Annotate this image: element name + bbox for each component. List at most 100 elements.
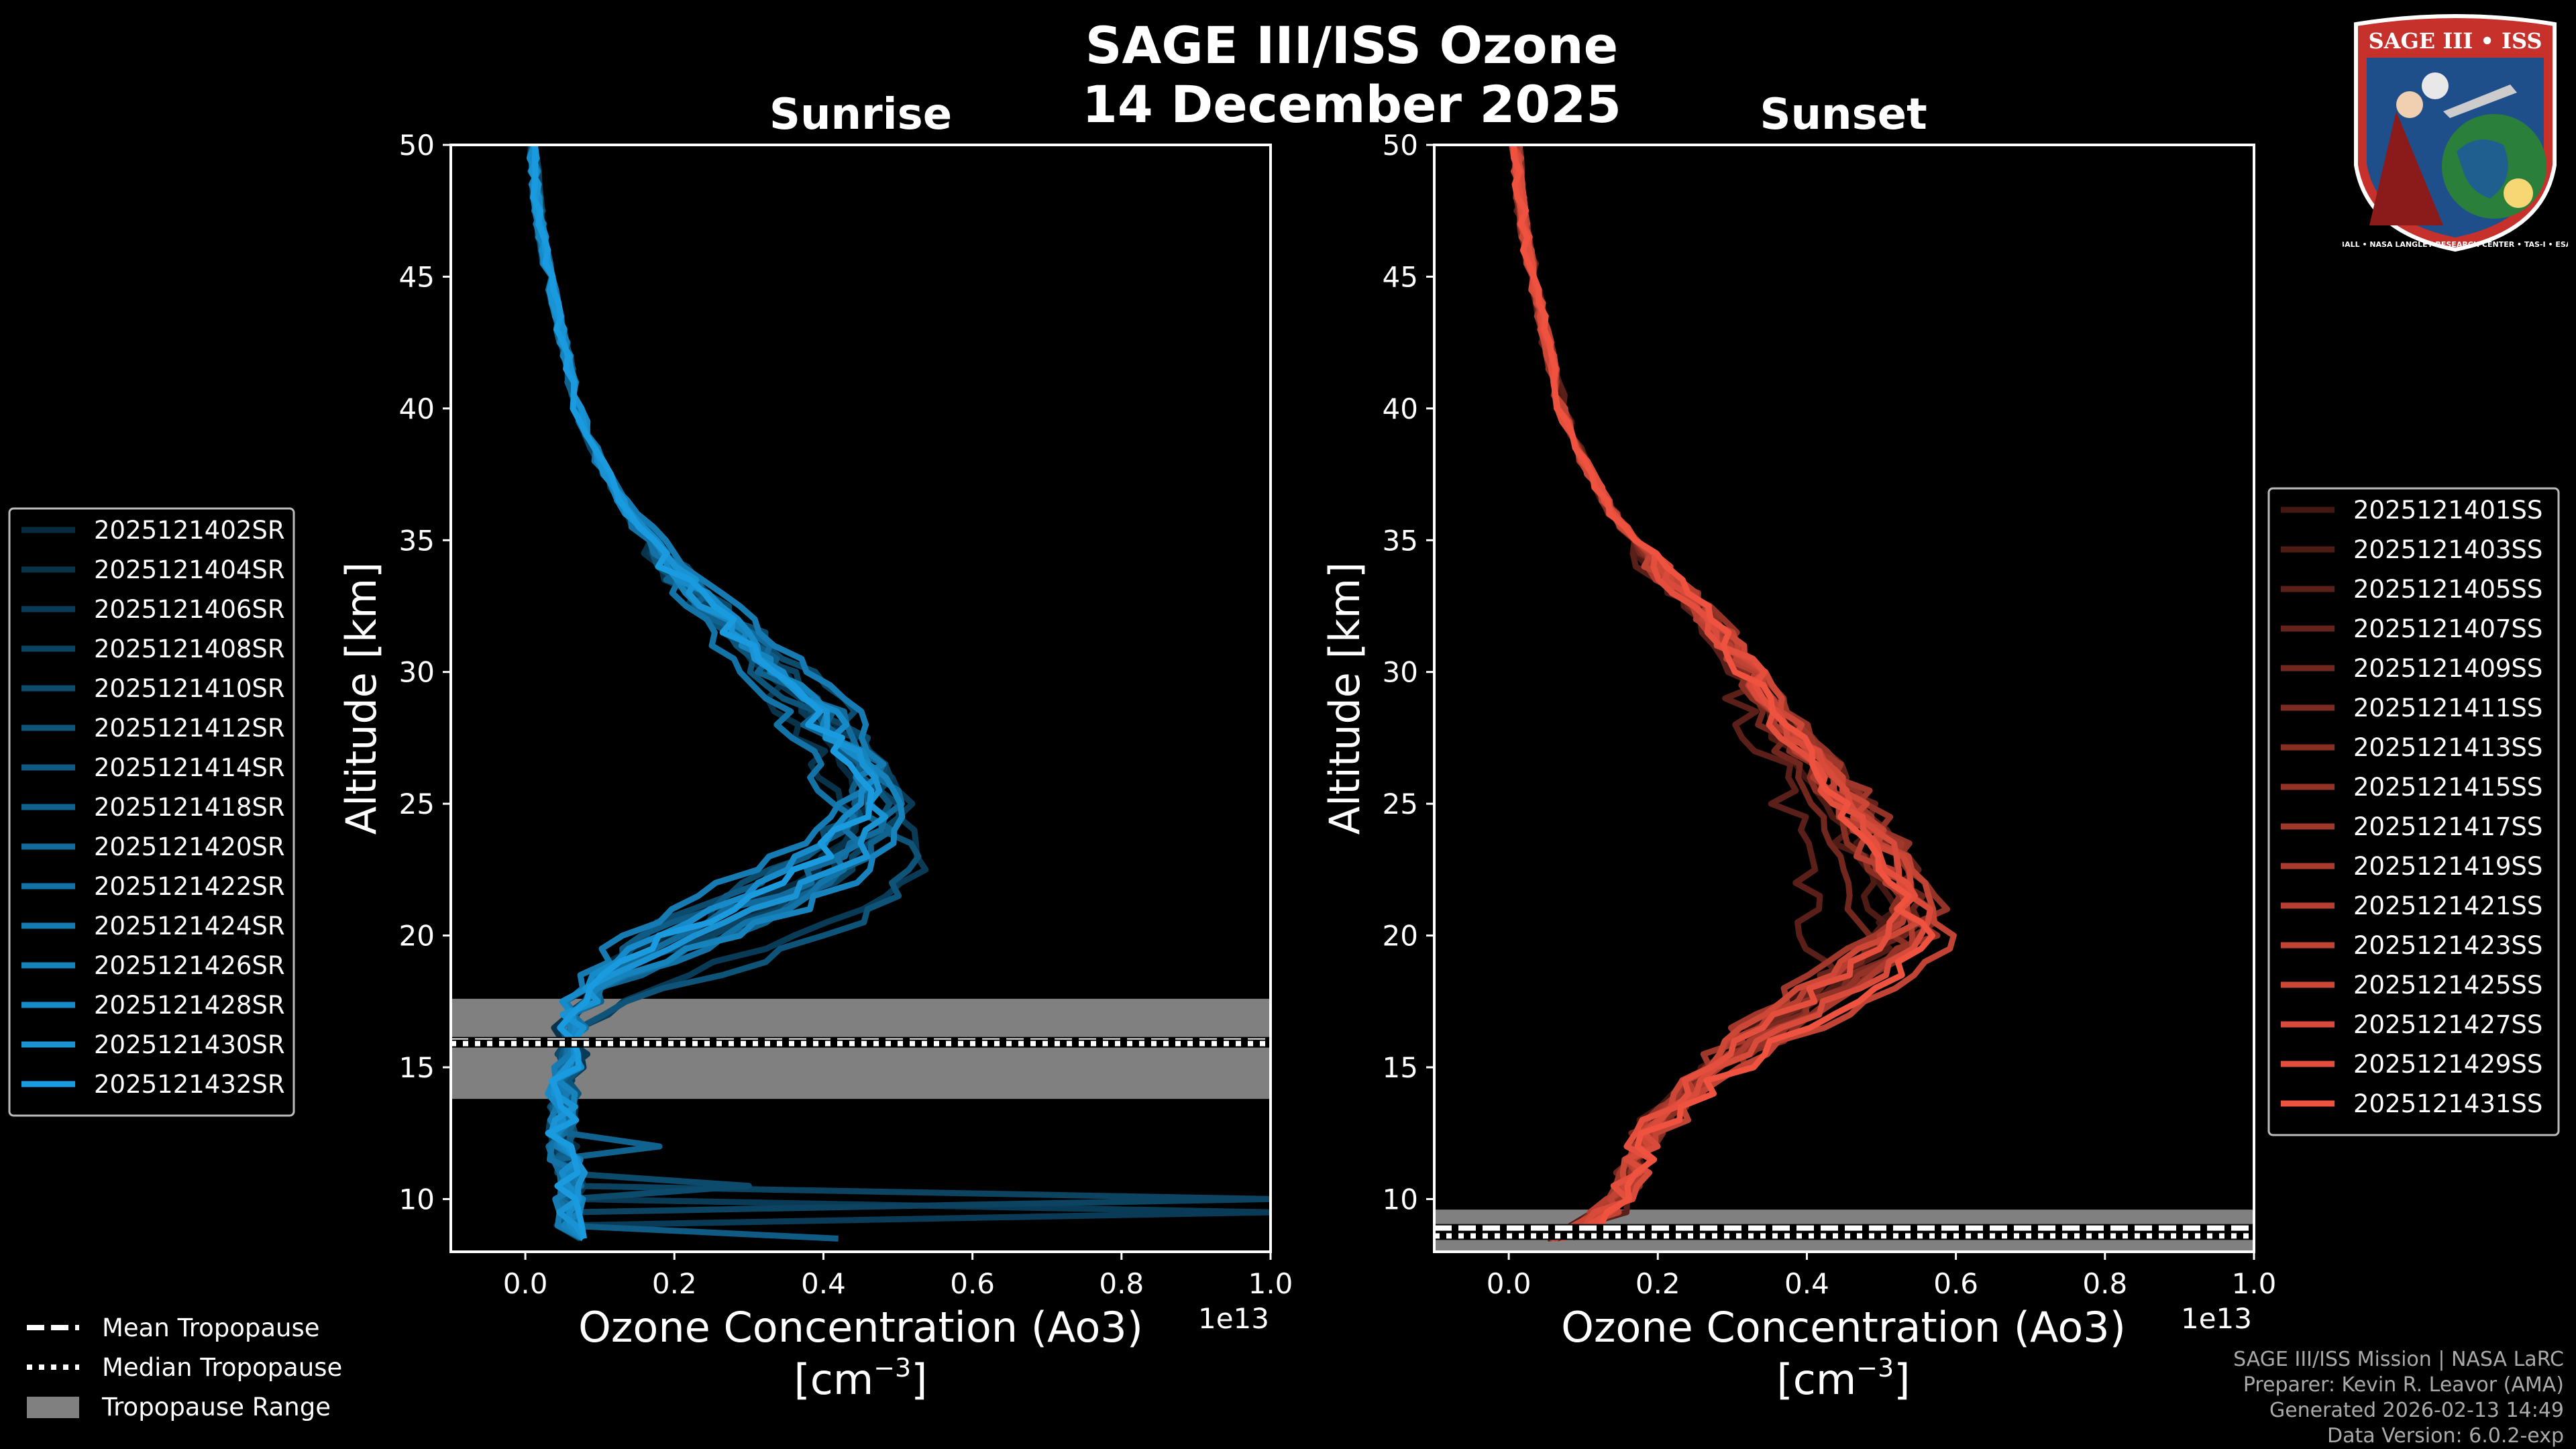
logo-ring-text: BALL • NASA LANGLEY RESEARCH CENTER • TA… — [2343, 240, 2568, 249]
sunset-legend-label: 2025121427SS — [2353, 1010, 2542, 1039]
sunrise-legend-label: 2025121422SR — [94, 872, 285, 901]
sunset-legend: 2025121401SS 2025121403SS 2025121405SS 2025… — [2267, 487, 2560, 1136]
sunrise-xlabel: Ozone Concentration (Ao3) — [578, 1303, 1143, 1352]
sunrise-xtick-label: 0.8 — [1099, 1267, 1144, 1300]
sunset-ytick-label: 50 — [1383, 129, 1418, 162]
sunrise-tropopause-range-band — [451, 998, 1271, 1099]
median-tropopause-label: Median Tropopause — [102, 1353, 342, 1382]
sunset-legend-label: 2025121419SS — [2353, 852, 2542, 881]
credit-line: Data Version: 6.0.2-exp — [2327, 1424, 2564, 1448]
sunset-panel: Sunset 0.0 0.2 0.4 0.6 0.8 1.0 10 15 20 25 30 35 40 4… — [1320, 90, 2276, 1404]
sunrise-xtick-label: 0.0 — [503, 1267, 548, 1300]
tropopause-range-label: Tropopause Range — [101, 1393, 331, 1421]
sunset-panel-title: Sunset — [1760, 90, 1927, 140]
sunset-xtick-label: 0.8 — [2082, 1267, 2127, 1300]
sunset-legend-box — [2267, 487, 2560, 1136]
sun-icon — [2504, 178, 2533, 208]
sunrise-legend-label: 2025121410SR — [94, 674, 285, 703]
sunrise-legend-label: 2025121418SR — [94, 793, 285, 822]
sunrise-legend-label: 2025121432SR — [94, 1070, 285, 1099]
sunrise-xtick-label: 1.0 — [1248, 1267, 1293, 1300]
sunrise-legend-label: 2025121426SR — [94, 951, 285, 980]
sunrise-ytick-label: 15 — [399, 1051, 435, 1084]
sunset-legend-label: 2025121431SS — [2353, 1089, 2542, 1118]
sunrise-panel: Sunrise 0.0 0.2 0.4 0.6 0.8 1.0 10 15 20 25 30 35 40… — [337, 90, 1293, 1404]
sunrise-ytick-label: 50 — [399, 129, 435, 162]
sunrise-legend-label: 2025121420SR — [94, 833, 285, 861]
sunrise-xtick-label: 0.6 — [950, 1267, 995, 1300]
credit-line: Preparer: Kevin R. Leavor (AMA) — [2243, 1373, 2564, 1397]
credit-line: SAGE III/ISS Mission | NASA LaRC — [2233, 1348, 2564, 1371]
sunset-xlabel: Ozone Concentration (Ao3) — [1561, 1303, 2126, 1352]
moon-icon — [2422, 72, 2449, 99]
sunset-legend-label: 2025121425SS — [2353, 971, 2542, 1000]
sunset-ytick-label: 10 — [1383, 1183, 1418, 1216]
sunrise-legend-label: 2025121414SR — [94, 753, 285, 782]
sunrise-profile-2025121432SR — [530, 145, 875, 1240]
sunset-ytick-label: 15 — [1383, 1051, 1418, 1084]
figure-title-line2: 14 December 2025 — [1082, 74, 1621, 134]
sunrise-ytick-label: 20 — [399, 920, 435, 953]
sunset-legend-label: 2025121423SS — [2353, 931, 2542, 960]
credit-line: Generated 2026-02-13 14:49 — [2269, 1399, 2564, 1422]
sunrise-xtick-label: 0.2 — [652, 1267, 697, 1300]
sunset-legend-label: 2025121411SS — [2353, 694, 2542, 722]
sunset-ytick-label: 45 — [1383, 260, 1418, 293]
sunrise-ytick-label: 40 — [399, 392, 435, 425]
sunrise-ytick-label: 10 — [399, 1183, 435, 1216]
sunrise-ytick-label: 35 — [399, 524, 435, 557]
sunset-ylabel: Altitude [km] — [1320, 562, 1369, 835]
credits: SAGE III/ISS Mission | NASA LaRC Prepare… — [2233, 1348, 2564, 1448]
sunset-xtick-label: 0.0 — [1487, 1267, 1532, 1300]
logo-title: SAGE III • ISS — [2369, 28, 2542, 54]
sunset-legend-label: 2025121403SS — [2353, 535, 2542, 564]
sunset-legend-label: 2025121407SS — [2353, 614, 2542, 643]
sunset-xtick-label: 1.0 — [2232, 1267, 2277, 1300]
sunset-xtick-label: 0.2 — [1635, 1267, 1680, 1300]
sunset-ytick-label: 25 — [1383, 788, 1418, 820]
sunset-legend-label: 2025121429SS — [2353, 1050, 2542, 1079]
sunset-axes-frame — [1433, 144, 2255, 1253]
sunset-xtick-label: 0.6 — [1933, 1267, 1978, 1300]
sunset-legend-label: 2025121417SS — [2353, 812, 2542, 841]
sunrise-legend-label: 2025121408SR — [94, 635, 285, 663]
sunset-legend-label: 2025121401SS — [2353, 496, 2542, 525]
sunset-legend-label: 2025121413SS — [2353, 733, 2542, 762]
sunset-ytick-label: 35 — [1383, 524, 1418, 557]
sunrise-legend-label: 2025121428SR — [94, 991, 285, 1020]
sunrise-legend-label: 2025121404SR — [94, 555, 285, 584]
sunset-xlabel-units: [cm−3] — [1777, 1353, 1911, 1404]
sunset-legend-label: 2025121405SS — [2353, 575, 2542, 604]
sunrise-legend-label: 2025121406SR — [94, 595, 285, 624]
sunset-xtick-label: 0.4 — [1784, 1267, 1829, 1300]
sunset-x-offset: 1e13 — [2181, 1302, 2252, 1335]
sunrise-xlabel-units: [cm−3] — [794, 1353, 928, 1404]
sunrise-ytick-label: 30 — [399, 656, 435, 689]
sunrise-legend-label: 2025121424SR — [94, 912, 285, 941]
sunset-legend-label: 2025121409SS — [2353, 654, 2542, 683]
sunrise-x-offset: 1e13 — [1198, 1302, 1269, 1335]
tropopause-range-swatch — [27, 1397, 79, 1418]
sunrise-legend: 2025121402SR 2025121404SR 2025121406SR 2025… — [8, 507, 295, 1117]
sunrise-legend-label: 2025121412SR — [94, 714, 285, 743]
sunset-legend-label: 2025121415SS — [2353, 773, 2542, 802]
mean-tropopause-label: Mean Tropopause — [102, 1313, 320, 1342]
sunset-ytick-label: 30 — [1383, 656, 1418, 689]
sunrise-xtick-label: 0.4 — [801, 1267, 846, 1300]
sunrise-ylabel: Altitude [km] — [337, 562, 386, 835]
sunset-legend-label: 2025121421SS — [2353, 892, 2542, 920]
sunrise-panel-title: Sunrise — [769, 90, 952, 140]
sunrise-ytick-label: 45 — [399, 260, 435, 293]
sunrise-axes-frame — [449, 144, 1272, 1253]
sunrise-legend-label: 2025121430SR — [94, 1030, 285, 1059]
sunrise-legend-box — [8, 507, 295, 1117]
sage-iii-iss-mission-logo: SAGE III • ISS BALL • NASA LANGLEY RESEA… — [2343, 14, 2568, 252]
sunrise-legend-label: 2025121402SR — [94, 516, 285, 545]
sunrise-ytick-label: 25 — [399, 788, 435, 820]
sunset-ytick-label: 40 — [1383, 392, 1418, 425]
figure-title-line1: SAGE III/ISS Ozone — [1085, 15, 1618, 75]
sunset-ytick-label: 20 — [1383, 920, 1418, 953]
tropopause-legend: Mean Tropopause Median Tropopause Tropop… — [27, 1313, 342, 1421]
sunset-profile-2025121431SS — [1510, 145, 1936, 1242]
